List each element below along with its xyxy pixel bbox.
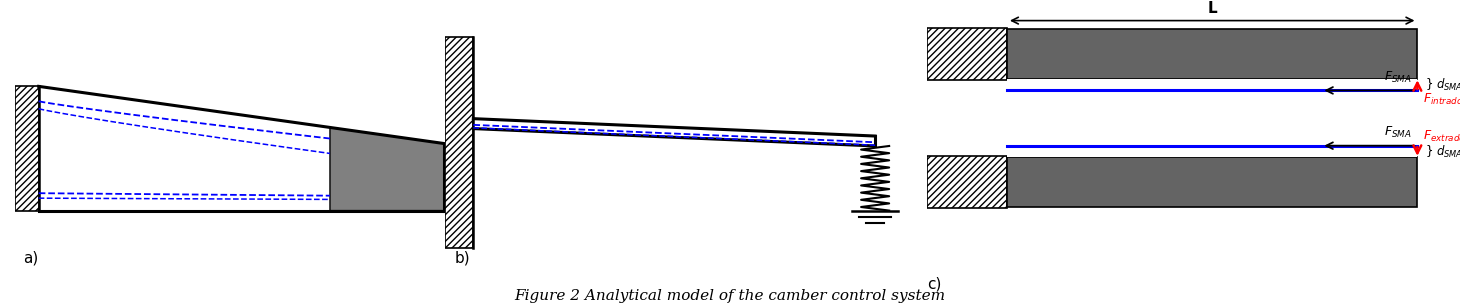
Text: b): b)	[454, 250, 470, 265]
Text: L: L	[1207, 1, 1218, 16]
Text: } $d_{SMA}$: } $d_{SMA}$	[1425, 77, 1460, 93]
Bar	[445, 37, 473, 248]
Bar	[1007, 29, 1418, 79]
Bar	[1007, 146, 1418, 157]
Polygon shape	[330, 128, 444, 211]
Bar	[927, 156, 1007, 208]
Bar	[1007, 79, 1418, 90]
Bar	[927, 28, 1007, 80]
Text: c): c)	[927, 276, 942, 291]
Text: Figure 2 Analytical model of the camber control system: Figure 2 Analytical model of the camber …	[514, 289, 946, 303]
Bar	[15, 86, 39, 211]
Text: $F_{extrados}$: $F_{extrados}$	[1422, 129, 1460, 144]
Text: $F_{intrados}$: $F_{intrados}$	[1422, 92, 1460, 107]
Text: $F_{SMA}$: $F_{SMA}$	[1384, 70, 1412, 85]
Text: } $d_{SMA}$: } $d_{SMA}$	[1425, 143, 1460, 160]
Text: a): a)	[23, 250, 38, 265]
Bar	[1007, 157, 1418, 207]
Text: $F_{SMA}$: $F_{SMA}$	[1384, 125, 1412, 141]
